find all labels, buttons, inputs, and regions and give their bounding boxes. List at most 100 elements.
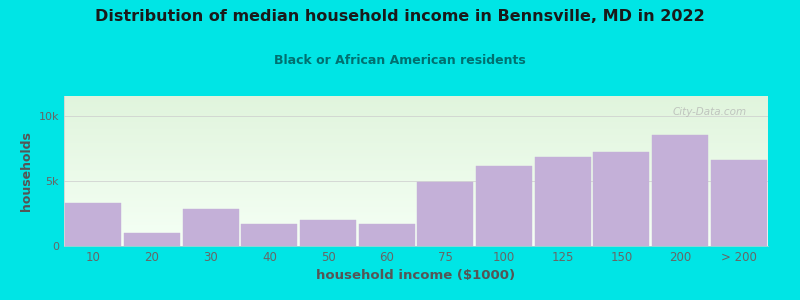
Bar <box>64 140 768 141</box>
Bar <box>64 144 768 146</box>
Bar <box>64 135 768 136</box>
Bar <box>64 212 768 213</box>
Bar <box>64 231 768 232</box>
Bar <box>64 206 768 207</box>
Bar <box>64 174 768 176</box>
Y-axis label: households: households <box>20 131 33 211</box>
Bar <box>64 146 768 147</box>
Bar <box>64 147 768 148</box>
Bar <box>182 209 238 246</box>
Bar <box>64 162 768 164</box>
Bar <box>418 182 474 246</box>
Bar <box>64 207 768 208</box>
Bar <box>64 123 768 124</box>
Bar <box>64 234 768 236</box>
Bar <box>64 204 768 206</box>
Bar <box>64 243 768 244</box>
Bar <box>64 130 768 132</box>
Bar <box>64 242 768 243</box>
Bar <box>64 132 768 134</box>
Bar <box>64 208 768 210</box>
Bar <box>64 232 768 234</box>
Bar <box>64 230 768 231</box>
Bar <box>652 135 708 246</box>
Bar <box>64 228 768 230</box>
Bar <box>64 167 768 168</box>
Bar <box>64 224 768 225</box>
Bar <box>64 168 768 170</box>
Bar <box>64 159 768 160</box>
Bar <box>64 176 768 177</box>
Bar <box>64 219 768 220</box>
Bar <box>64 111 768 112</box>
Bar <box>64 128 768 129</box>
Bar <box>64 201 768 202</box>
Bar <box>64 153 768 154</box>
Bar <box>64 165 768 166</box>
Bar <box>64 124 768 126</box>
Bar <box>64 202 768 204</box>
Bar <box>64 164 768 165</box>
Bar <box>64 192 768 194</box>
Bar <box>64 96 768 98</box>
Bar <box>64 183 768 184</box>
Bar <box>64 117 768 118</box>
Bar <box>64 216 768 218</box>
Bar <box>64 220 768 222</box>
Bar <box>64 134 768 135</box>
Bar <box>64 169 768 171</box>
Bar <box>64 237 768 238</box>
Bar <box>64 186 768 188</box>
Bar <box>64 240 768 242</box>
Bar <box>535 157 590 246</box>
Bar <box>64 225 768 226</box>
Bar <box>300 220 356 246</box>
Bar <box>64 118 768 120</box>
Bar <box>64 108 768 110</box>
Bar <box>64 148 768 150</box>
Bar <box>64 114 768 116</box>
Bar <box>594 152 650 246</box>
Bar <box>64 112 768 114</box>
Bar <box>64 126 768 128</box>
Bar <box>64 100 768 102</box>
Text: Black or African American residents: Black or African American residents <box>274 54 526 67</box>
Text: Distribution of median household income in Bennsville, MD in 2022: Distribution of median household income … <box>95 9 705 24</box>
Text: City-Data.com: City-Data.com <box>673 106 747 116</box>
Bar <box>64 103 768 105</box>
Bar <box>242 224 297 246</box>
Bar <box>64 106 768 108</box>
Bar <box>64 160 768 162</box>
Bar <box>64 138 768 140</box>
Bar <box>476 167 532 246</box>
Bar <box>64 152 768 153</box>
Bar <box>64 98 768 99</box>
Bar <box>64 194 768 195</box>
Bar <box>64 238 768 240</box>
Bar <box>64 226 768 228</box>
Bar <box>64 110 768 111</box>
Bar <box>64 190 768 192</box>
Bar <box>64 218 768 219</box>
Bar <box>64 180 768 182</box>
Bar <box>64 222 768 224</box>
Bar <box>64 200 768 201</box>
Bar <box>64 214 768 216</box>
Bar <box>66 203 122 246</box>
Bar <box>64 158 768 159</box>
Bar <box>64 156 768 158</box>
Bar <box>64 195 768 196</box>
Bar <box>64 210 768 212</box>
Bar <box>64 244 768 246</box>
X-axis label: household income ($1000): household income ($1000) <box>317 269 515 282</box>
Bar <box>64 102 768 104</box>
Bar <box>358 224 414 246</box>
Bar <box>64 120 768 122</box>
Bar <box>64 122 768 123</box>
Bar <box>64 105 768 106</box>
Bar <box>64 196 768 198</box>
Bar <box>711 160 766 246</box>
Bar <box>64 172 768 174</box>
Bar <box>64 184 768 186</box>
Bar <box>64 171 768 172</box>
